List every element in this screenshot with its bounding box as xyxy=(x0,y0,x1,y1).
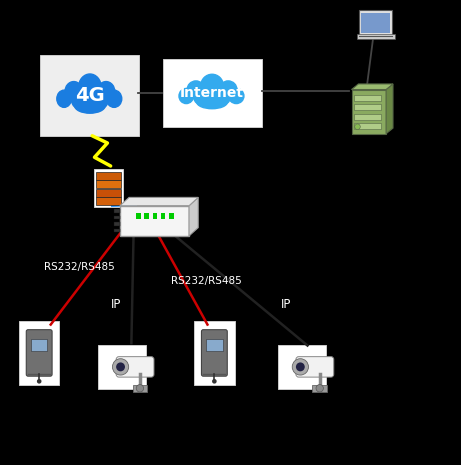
Bar xyxy=(136,213,141,219)
Text: IP: IP xyxy=(281,298,291,311)
Bar xyxy=(41,55,139,136)
Ellipse shape xyxy=(201,74,223,97)
Ellipse shape xyxy=(75,98,105,113)
Bar xyxy=(31,339,47,351)
Bar xyxy=(120,206,189,236)
Polygon shape xyxy=(352,84,393,89)
Bar xyxy=(114,209,120,213)
Circle shape xyxy=(136,385,144,392)
Bar xyxy=(114,222,120,226)
Ellipse shape xyxy=(97,81,115,102)
FancyBboxPatch shape xyxy=(201,330,227,376)
Ellipse shape xyxy=(197,95,227,109)
Ellipse shape xyxy=(65,81,83,102)
Bar xyxy=(114,216,120,219)
Text: 4G: 4G xyxy=(75,86,105,105)
Bar xyxy=(19,321,59,385)
Circle shape xyxy=(292,359,308,375)
Ellipse shape xyxy=(194,90,214,106)
Bar xyxy=(354,105,381,111)
Bar xyxy=(161,213,165,219)
Ellipse shape xyxy=(229,88,244,104)
Bar xyxy=(94,169,123,207)
Polygon shape xyxy=(386,84,393,134)
Bar xyxy=(359,10,392,36)
Ellipse shape xyxy=(72,92,92,109)
Text: Internet: Internet xyxy=(180,86,244,100)
Circle shape xyxy=(112,359,129,375)
Circle shape xyxy=(316,385,323,392)
Ellipse shape xyxy=(78,74,101,100)
Circle shape xyxy=(296,362,305,372)
Bar xyxy=(96,180,121,188)
Ellipse shape xyxy=(219,81,237,99)
Bar xyxy=(162,59,261,126)
Ellipse shape xyxy=(88,92,108,109)
Circle shape xyxy=(37,379,41,384)
Bar xyxy=(96,172,121,180)
Bar xyxy=(354,95,381,101)
Circle shape xyxy=(212,379,217,384)
Ellipse shape xyxy=(179,88,194,104)
Bar xyxy=(352,89,386,134)
Circle shape xyxy=(355,124,361,129)
Bar xyxy=(361,13,390,33)
Ellipse shape xyxy=(210,90,230,106)
Polygon shape xyxy=(189,198,198,236)
Bar xyxy=(96,197,121,205)
Bar xyxy=(278,345,326,390)
Bar xyxy=(194,321,235,385)
Polygon shape xyxy=(120,198,198,206)
Bar xyxy=(169,213,174,219)
FancyBboxPatch shape xyxy=(116,357,154,377)
Bar xyxy=(354,114,381,120)
Text: IP: IP xyxy=(111,298,121,311)
Bar xyxy=(313,385,327,392)
Bar xyxy=(144,213,149,219)
Bar xyxy=(153,213,157,219)
Ellipse shape xyxy=(106,90,122,107)
Bar xyxy=(357,34,395,39)
Bar xyxy=(206,339,223,351)
Text: RS232/RS485: RS232/RS485 xyxy=(171,276,241,286)
Bar xyxy=(96,189,121,197)
Bar xyxy=(98,345,146,390)
Ellipse shape xyxy=(57,90,71,107)
FancyBboxPatch shape xyxy=(296,357,334,377)
Bar xyxy=(354,123,381,129)
Ellipse shape xyxy=(187,81,205,99)
Text: RS232/RS485: RS232/RS485 xyxy=(44,262,114,272)
Bar xyxy=(114,229,120,232)
FancyBboxPatch shape xyxy=(26,330,52,376)
Bar xyxy=(132,385,147,392)
Circle shape xyxy=(116,362,125,372)
